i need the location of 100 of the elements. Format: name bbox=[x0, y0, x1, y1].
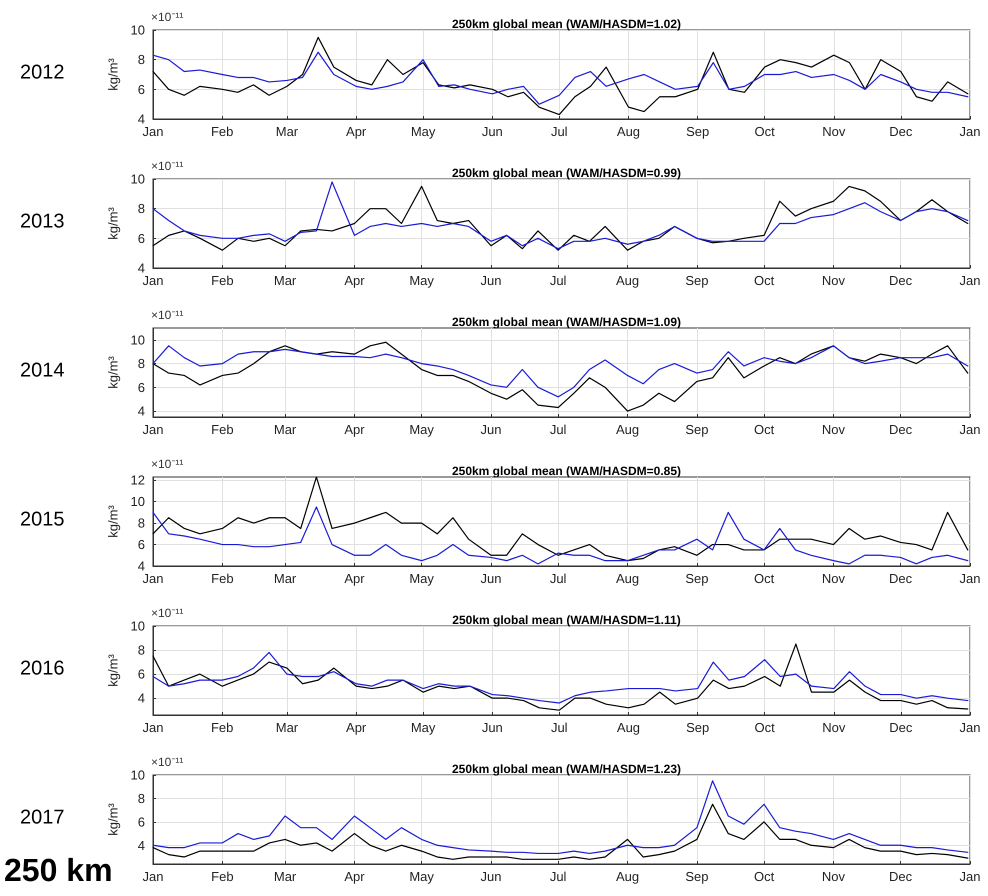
x-tick-label: Nov bbox=[822, 273, 846, 288]
x-tick-label: Jan bbox=[960, 720, 980, 735]
text: ×10⁻¹¹ bbox=[151, 159, 184, 173]
text: ×10⁻¹¹ bbox=[151, 755, 184, 769]
x-tick-label: Jul bbox=[550, 124, 568, 139]
x-tick-label: Aug bbox=[616, 273, 640, 288]
x-tick-label: Aug bbox=[616, 124, 640, 139]
text: 2014 bbox=[20, 360, 64, 382]
x-tick-label: Mar bbox=[274, 273, 297, 288]
y-axis-title: kg/m³ bbox=[106, 206, 121, 240]
x-tick-label: Jan bbox=[142, 869, 164, 884]
x-tick-label: Nov bbox=[822, 571, 846, 586]
x-tick-label: Feb bbox=[210, 124, 234, 139]
x-tick-label: Sep bbox=[685, 571, 708, 586]
x-tick-label: Aug bbox=[616, 869, 640, 884]
chart-title: 250km global mean (WAM/HASDM=0.85) bbox=[452, 464, 682, 478]
x-tick-label: Sep bbox=[685, 869, 708, 884]
y-tick-label: 6 bbox=[138, 82, 145, 97]
x-tick-label: Jun bbox=[482, 124, 503, 139]
y-tick-label: 6 bbox=[138, 537, 145, 552]
x-tick-label: Jun bbox=[480, 571, 502, 586]
x-tick-label: Jan bbox=[960, 124, 980, 139]
y-axis-title: kg/m³ bbox=[106, 802, 121, 836]
x-tick-label: Aug bbox=[616, 571, 640, 586]
line-series bbox=[152, 476, 968, 562]
y-tick-label: 6 bbox=[138, 814, 145, 830]
y-tick-label: 4 bbox=[138, 260, 145, 276]
y-tick-label: 4 bbox=[138, 838, 145, 853]
line-series bbox=[152, 342, 968, 412]
x-tick-label: May bbox=[409, 273, 434, 288]
x-tick-label: Jan bbox=[960, 273, 980, 288]
x-tick-label: Jun bbox=[480, 273, 502, 288]
line-series bbox=[152, 643, 968, 711]
x-tick-label: Dec bbox=[889, 720, 913, 735]
x-tick-label: Jun bbox=[480, 422, 502, 437]
text: 2015 bbox=[20, 508, 64, 530]
chart-title: 250km global mean (WAM/HASDM=1.23) bbox=[452, 762, 682, 776]
line-series bbox=[152, 780, 968, 854]
x-tick-label: Aug bbox=[616, 422, 640, 437]
x-tick-label: Oct bbox=[754, 273, 775, 288]
x-tick-label: Feb bbox=[211, 571, 234, 586]
x-tick-label: Nov bbox=[822, 869, 846, 884]
x-tick-label: Jan bbox=[142, 273, 164, 288]
x-tick-label: Oct bbox=[754, 869, 775, 884]
y-tick-label: 8 bbox=[138, 790, 145, 806]
x-tick-label: Jun bbox=[482, 720, 503, 735]
text: 2016 bbox=[20, 658, 64, 680]
x-tick-label: Nov bbox=[822, 720, 846, 735]
y-tick-label: 10 bbox=[130, 332, 145, 348]
y-tick-label: 8 bbox=[138, 516, 145, 531]
text: 250 km bbox=[4, 852, 113, 888]
x-tick-label: Jul bbox=[550, 422, 567, 437]
text: ×10⁻¹¹ bbox=[151, 606, 184, 620]
line-series bbox=[152, 804, 968, 860]
y-tick-label: 4 bbox=[138, 112, 145, 126]
x-tick-label: Feb bbox=[211, 869, 234, 884]
x-tick-label: Mar bbox=[274, 422, 297, 437]
x-tick-label: Jan bbox=[142, 720, 164, 735]
chart-title: 250km global mean (WAM/HASDM=1.11) bbox=[452, 613, 681, 627]
x-tick-label: Feb bbox=[211, 422, 234, 437]
line-series bbox=[152, 345, 968, 398]
x-tick-label: May bbox=[409, 571, 434, 586]
x-tick-label: Jan bbox=[960, 869, 980, 884]
x-tick-label: Apr bbox=[344, 422, 366, 437]
y-axis-title: kg/m³ bbox=[106, 504, 121, 538]
text: ×10⁻¹¹ bbox=[151, 10, 184, 24]
y-tick-label: 6 bbox=[138, 380, 145, 395]
line-series bbox=[152, 52, 968, 105]
x-tick-label: Sep bbox=[685, 422, 708, 437]
x-tick-label: Jan bbox=[142, 571, 164, 586]
x-tick-label: Feb bbox=[210, 720, 234, 735]
x-tick-label: May bbox=[409, 869, 434, 884]
x-tick-label: Dec bbox=[889, 571, 913, 586]
x-tick-label: Apr bbox=[346, 124, 367, 139]
y-tick-label: 10 bbox=[130, 172, 145, 186]
text: ×10⁻¹¹ bbox=[151, 308, 184, 322]
x-tick-label: Jan bbox=[960, 422, 980, 437]
x-tick-label: May bbox=[410, 720, 436, 735]
x-tick-label: Apr bbox=[346, 720, 367, 735]
x-tick-label: Mar bbox=[276, 720, 299, 735]
y-axis-title: kg/m³ bbox=[106, 654, 121, 687]
x-tick-label: Jul bbox=[550, 273, 567, 288]
x-tick-label: Sep bbox=[686, 124, 710, 139]
x-tick-label: Sep bbox=[685, 273, 708, 288]
x-tick-label: Apr bbox=[344, 273, 366, 288]
chart-title: 250km global mean (WAM/HASDM=0.99) bbox=[452, 166, 682, 180]
x-tick-label: Dec bbox=[889, 273, 913, 288]
y-tick-label: 8 bbox=[138, 201, 145, 216]
x-tick-label: Nov bbox=[822, 422, 846, 437]
y-tick-label: 4 bbox=[138, 690, 145, 706]
y-tick-label: 8 bbox=[138, 642, 145, 658]
x-tick-label: Mar bbox=[274, 571, 297, 586]
x-tick-label: Dec bbox=[889, 124, 913, 139]
text: 2013 bbox=[20, 210, 64, 232]
x-tick-label: Jul bbox=[550, 869, 567, 884]
x-tick-label: Sep bbox=[686, 720, 710, 735]
x-tick-label: Jan bbox=[960, 571, 980, 586]
line-series bbox=[152, 506, 968, 564]
x-tick-label: Oct bbox=[754, 720, 776, 735]
text: ×10⁻¹¹ bbox=[151, 457, 184, 471]
